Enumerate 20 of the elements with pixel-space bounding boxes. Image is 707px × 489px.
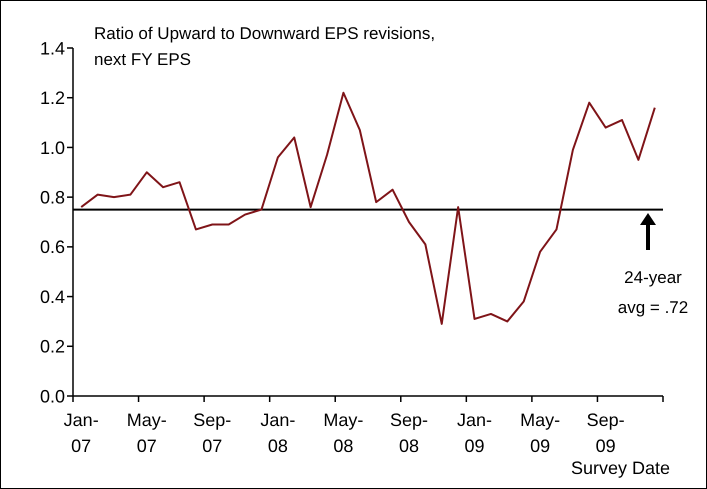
y-tick-label: 1.2: [40, 88, 65, 108]
x-tick-label: Sep-08: [390, 410, 428, 456]
y-tick-label: 0.2: [40, 336, 65, 357]
y-tick-label: 0.0: [40, 386, 65, 406]
annotation: 24-year avg = .72: [616, 266, 690, 318]
x-tick-label: Jan-08: [260, 410, 296, 456]
y-tick-label: 0.8: [40, 188, 65, 208]
x-axis-title: Survey Date: [570, 458, 670, 479]
y-tick-label: 0.4: [40, 286, 65, 307]
y-tick-label: 0.6: [40, 237, 65, 258]
x-tick-label: Jan-09: [457, 410, 492, 456]
x-tick-label: May-08: [323, 410, 364, 456]
x-tick-label: Sep-09: [586, 410, 625, 456]
y-tick-label: 1.0: [40, 138, 65, 158]
x-tick-label: May-07: [126, 410, 167, 456]
x-tick-label: May-09: [520, 410, 560, 456]
x-tick-label: Jan-07: [64, 410, 99, 456]
x-tick-label: Sep-07: [193, 410, 232, 456]
chart-title: Ratio of Upward to Downward EPS revisions, next FY EPS: [94, 23, 436, 71]
y-tick-label: 1.4: [40, 38, 65, 58]
